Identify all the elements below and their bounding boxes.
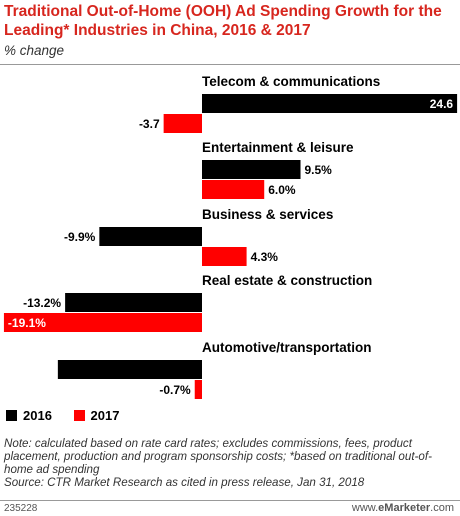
chart-note: Note: calculated based on rate card rate… — [4, 437, 432, 476]
brand-logo: www.eMarketer.com — [352, 502, 454, 514]
top-divider — [0, 64, 460, 65]
bar-2017-real-estate-construction — [3, 313, 203, 332]
bottom-divider — [0, 500, 460, 501]
bar-2017-telecom-communications — [163, 114, 202, 133]
data-label-2017-telecom-communications: -3.7 — [139, 117, 160, 131]
category-label-entertainment-leisure: Entertainment & leisure — [202, 140, 354, 155]
bar-2017-business-services — [202, 247, 247, 266]
legend-item-2016: 2016 — [6, 408, 52, 423]
legend-item-2017: 2017 — [73, 408, 120, 423]
category-label-telecom-communications: Telecom & communications — [202, 74, 380, 89]
legend: 2016 2017 — [6, 408, 137, 424]
bar-2016-entertainment-leisure — [202, 160, 301, 179]
chart-source: Source: CTR Market Research as cited in … — [4, 476, 365, 489]
data-label-2016-telecom-communications: 24.6 — [430, 97, 454, 111]
bar-2016-automotive-transportation — [57, 360, 203, 379]
brand-suffix: .com — [430, 502, 454, 514]
bar-2016-business-services — [99, 227, 202, 246]
data-label-2017-real-estate-construction: -19.1% — [8, 316, 46, 330]
category-label-business-services: Business & services — [202, 207, 333, 222]
chart-id: 235228 — [4, 503, 38, 514]
bar-2016-telecom-communications — [202, 94, 458, 113]
bar-2016-real-estate-construction — [65, 293, 202, 312]
data-label-2016-business-services: -9.9% — [64, 230, 96, 244]
legend-swatch-2017 — [73, 410, 85, 421]
bar-2017-automotive-transportation — [194, 380, 202, 399]
data-label-2016-real-estate-construction: -13.2% — [23, 296, 61, 310]
chart-subtitle: % change — [4, 43, 65, 58]
data-label-2016-entertainment-leisure: 9.5% — [305, 163, 333, 177]
data-label-2017-entertainment-leisure: 6.0% — [268, 183, 296, 197]
bar-2017-entertainment-leisure — [202, 180, 265, 199]
brand-name: eMarketer — [378, 502, 431, 514]
data-label-2017-business-services: 4.3% — [251, 250, 279, 264]
notes-block: Note: calculated based on rate card rate… — [4, 437, 456, 489]
legend-label-2017: 2017 — [90, 408, 120, 423]
brand-prefix: www. — [351, 502, 379, 514]
category-label-real-estate-construction: Real estate & construction — [202, 273, 372, 288]
bar-chart: Telecom & communications 24.6 -3.7 Entertai… — [3, 74, 458, 399]
category-label-automotive-transportation: Automotive/transportation — [202, 340, 372, 355]
chart-title: Traditional Out-of-Home (OOH) Ad Spendin… — [4, 3, 442, 39]
legend-swatch-2016 — [6, 410, 17, 421]
data-label-2017-automotive-transportation: -0.7% — [159, 383, 191, 397]
legend-label-2016: 2016 — [23, 408, 52, 423]
